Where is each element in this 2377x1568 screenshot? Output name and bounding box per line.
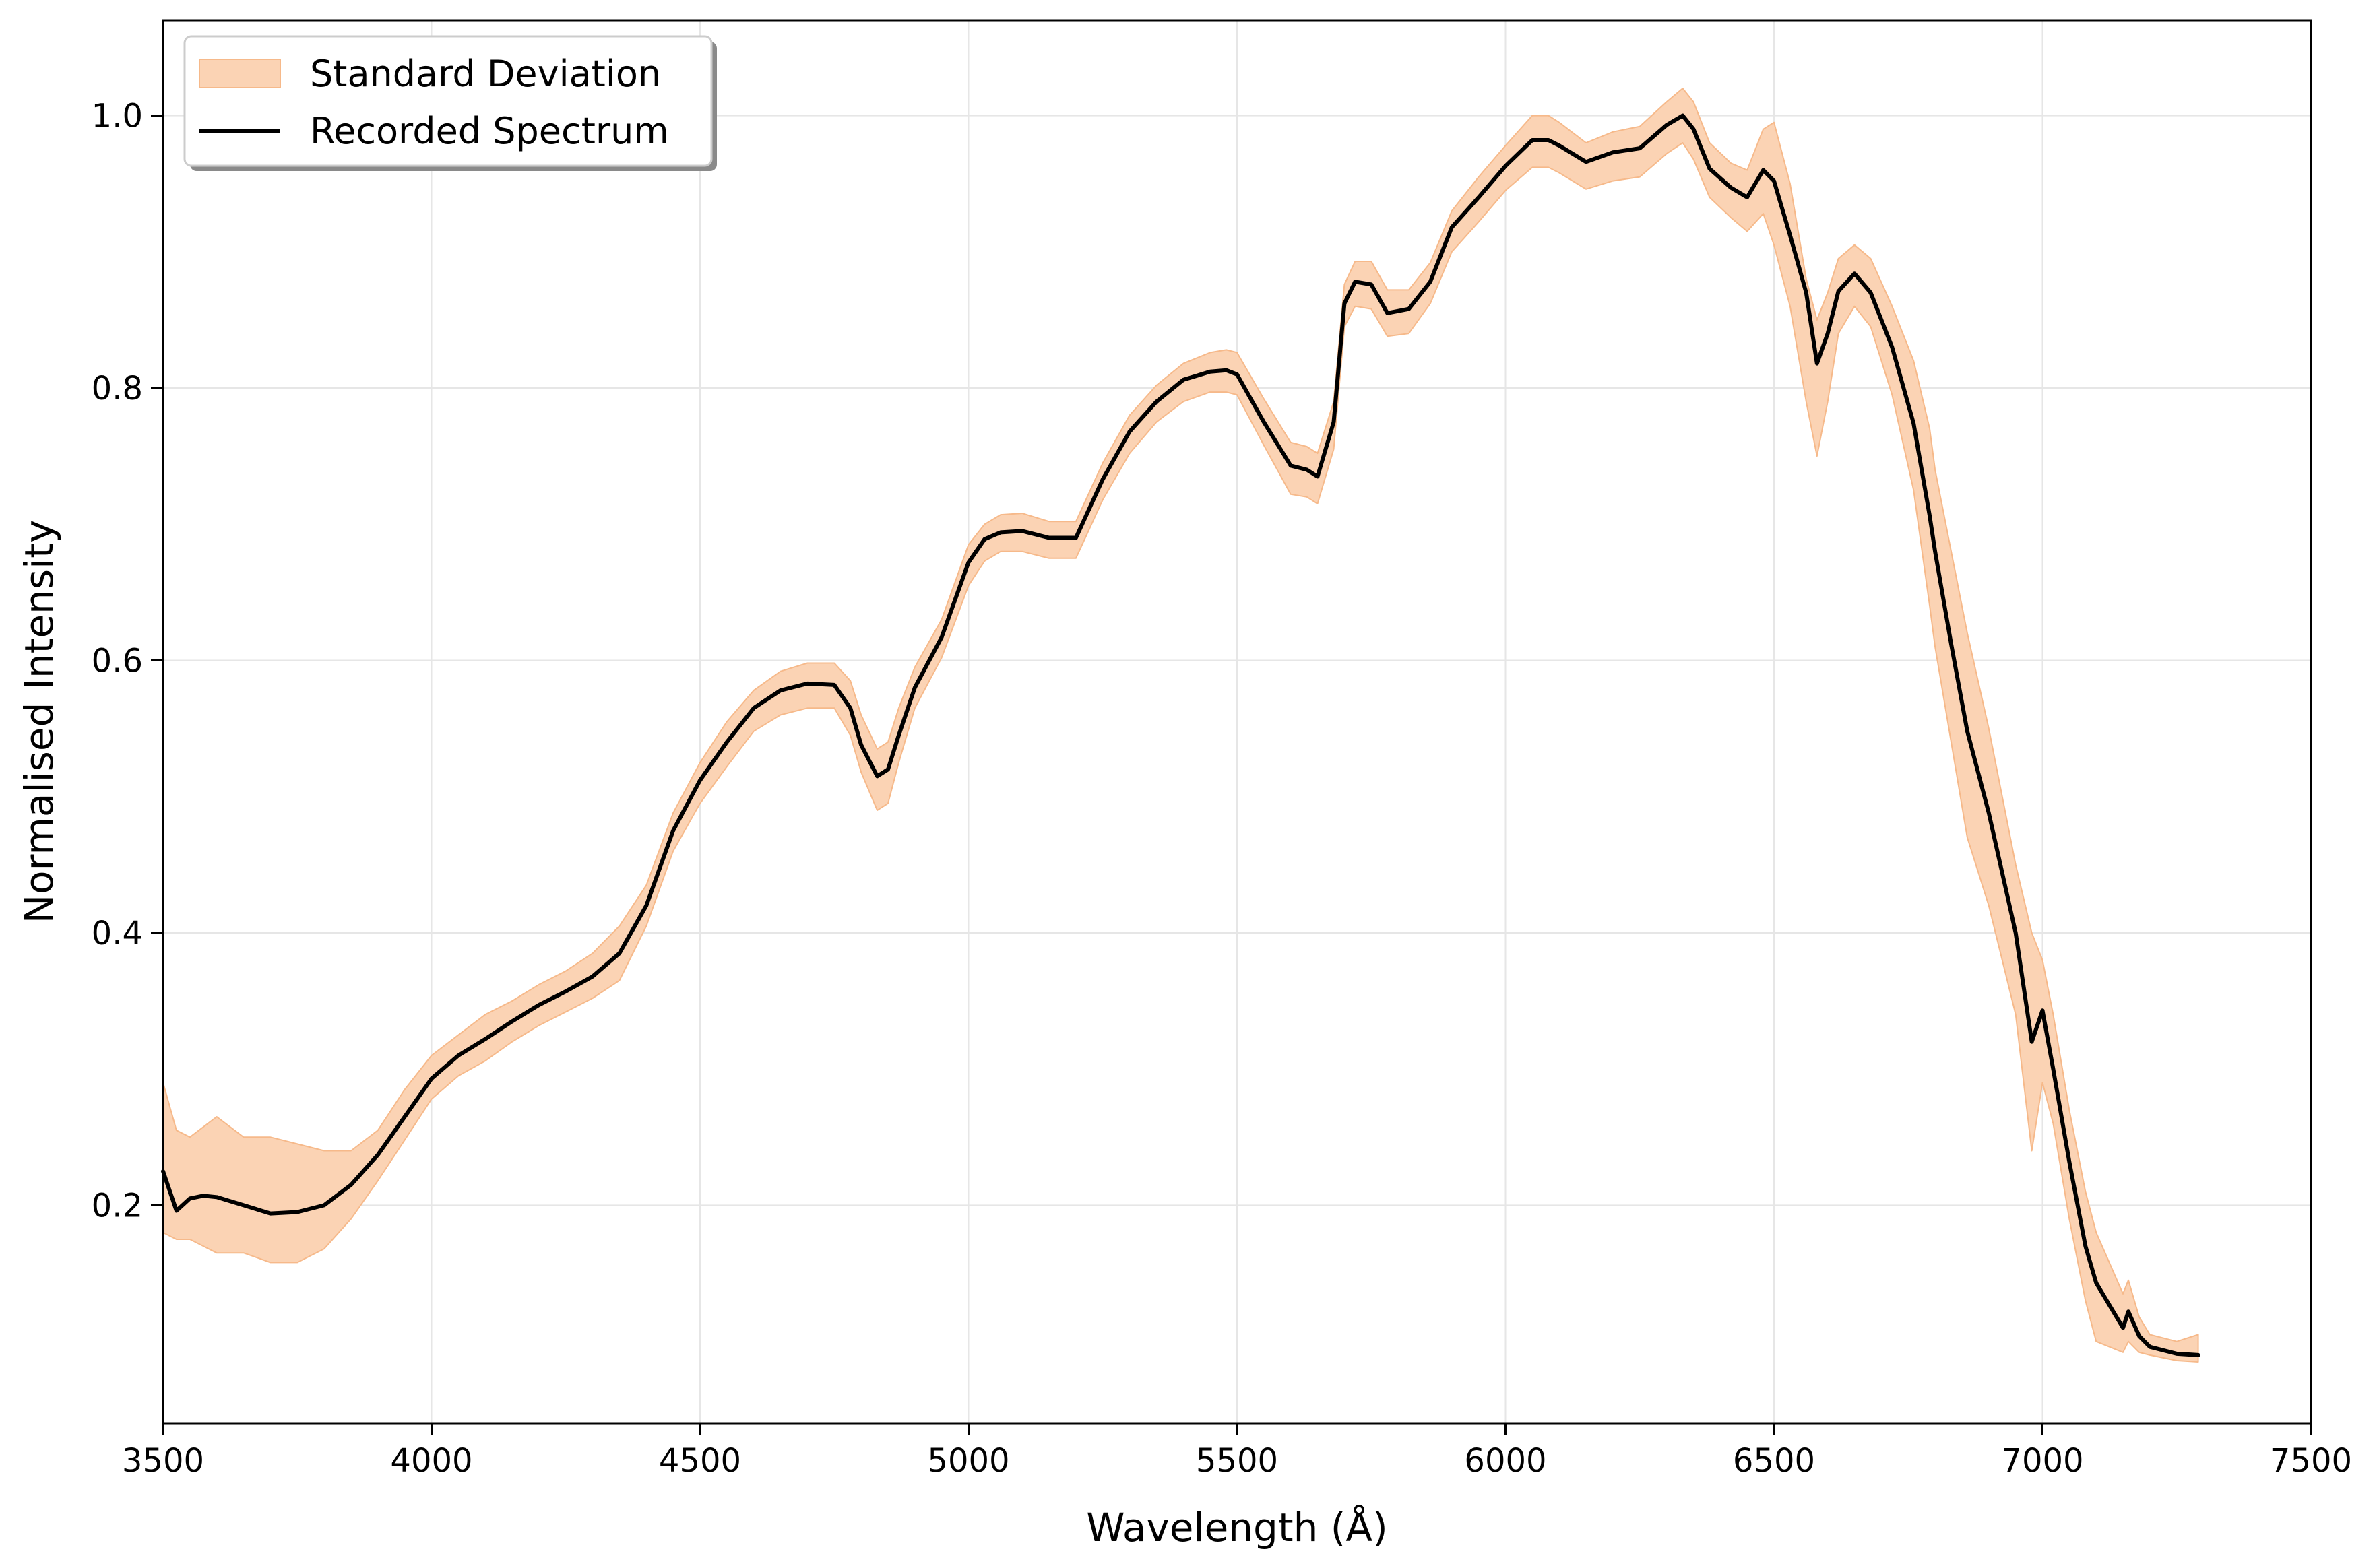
x-tick-label: 7000 — [2001, 1442, 2083, 1480]
x-axis-title: Wavelength (Å) — [1086, 1504, 1387, 1550]
x-tick-label: 4000 — [390, 1442, 472, 1480]
y-axis-title: Normalised Intensity — [16, 520, 62, 924]
x-tick-label: 4500 — [659, 1442, 741, 1480]
x-tick-label: 3500 — [122, 1442, 204, 1480]
std-dev-band — [162, 88, 2199, 1363]
y-tick-label: 0.4 — [92, 915, 143, 952]
y-tick-label: 0.2 — [92, 1187, 143, 1224]
x-tick-label: 5500 — [1196, 1442, 1278, 1480]
y-tick-label: 0.6 — [92, 642, 143, 680]
y-tick-label: 1.0 — [92, 98, 143, 135]
x-tick-label: 6500 — [1733, 1442, 1815, 1480]
grid — [162, 20, 2312, 1423]
y-axis: 0.2 0.4 0.6 0.8 1.0 — [92, 98, 163, 1224]
y-tick-label: 0.8 — [92, 370, 143, 407]
legend: Standard Deviation Recorded Spectrum — [183, 35, 717, 171]
x-tick-label: 6000 — [1464, 1442, 1546, 1480]
legend-label-std-dev: Standard Deviation — [310, 53, 661, 95]
legend-swatch-std-dev — [199, 59, 281, 88]
std-dev-band-layer — [162, 88, 2199, 1363]
legend-label-spectrum: Recorded Spectrum — [310, 110, 669, 152]
spectrum-line — [161, 113, 2200, 1357]
legend-box — [183, 35, 713, 167]
x-tick-label: 7500 — [2270, 1442, 2352, 1480]
x-tick-label: 5000 — [927, 1442, 1009, 1480]
x-axis: 3500 4000 4500 5000 5500 6000 6500 7000 7500 — [122, 1423, 2352, 1480]
spectrum-line-layer — [161, 113, 2200, 1357]
